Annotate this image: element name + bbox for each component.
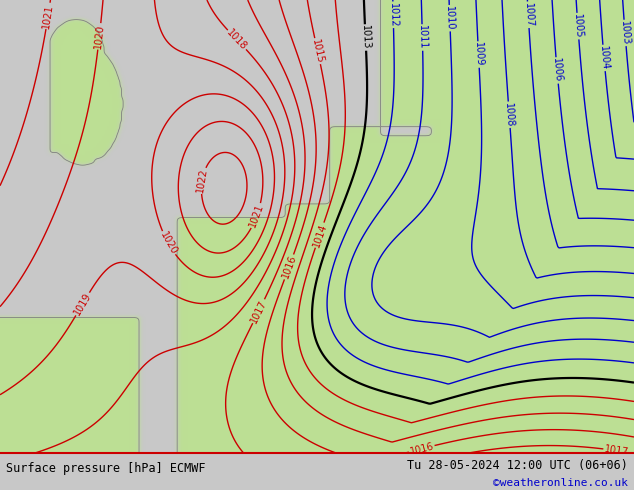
Text: 1021: 1021 [248,202,266,229]
Text: 1022: 1022 [195,168,209,194]
Text: 1020: 1020 [158,230,179,256]
Text: 1013: 1013 [360,25,371,50]
Text: 1011: 1011 [417,25,428,50]
Text: 1005: 1005 [572,14,584,39]
Text: 1019: 1019 [72,291,93,317]
Text: 1021: 1021 [41,3,55,29]
Text: 1012: 1012 [388,2,399,27]
Text: 1006: 1006 [551,58,563,83]
Text: ©weatheronline.co.uk: ©weatheronline.co.uk [493,478,628,489]
Text: Surface pressure [hPa] ECMWF: Surface pressure [hPa] ECMWF [6,462,206,475]
Text: 1007: 1007 [522,2,534,27]
Text: 1004: 1004 [598,45,610,71]
Text: 1016: 1016 [280,254,298,280]
Text: 1016: 1016 [408,441,435,457]
Text: 1010: 1010 [444,6,455,30]
Text: 1015: 1015 [310,38,325,64]
Text: 1020: 1020 [93,24,106,49]
Text: 1018: 1018 [225,27,249,52]
Text: 1017: 1017 [604,444,630,458]
Text: 1014: 1014 [311,222,328,248]
Text: 1003: 1003 [619,21,631,46]
Text: 1009: 1009 [473,42,484,67]
Text: 1017: 1017 [249,298,269,324]
Text: 1008: 1008 [503,102,515,127]
Text: Tu 28-05-2024 12:00 UTC (06+06): Tu 28-05-2024 12:00 UTC (06+06) [407,459,628,471]
